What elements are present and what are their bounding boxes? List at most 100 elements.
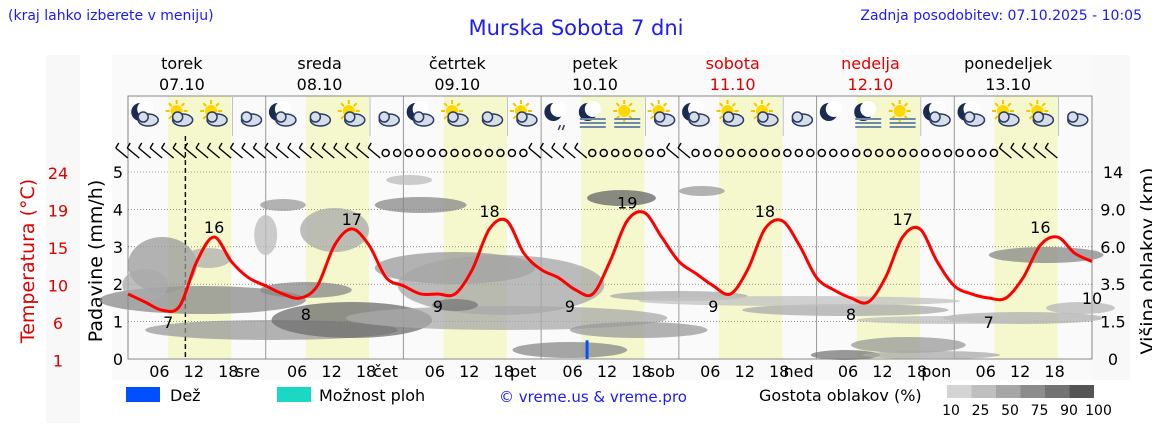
sun-ray [1028,115,1034,120]
cloud-puff [240,111,253,123]
wind-barb-icon [562,142,576,159]
legend: 10 25 50 75 90 100 [126,385,1112,419]
wind-row [115,142,1058,159]
sun-ray [731,102,736,107]
wind-calm-icon [633,148,643,158]
cloud-density-swatch [947,385,972,398]
x-tick-label: 18 [907,362,927,381]
wind-shaft [356,147,370,159]
wind-shaft [998,147,1012,159]
wind-calm-icon [725,148,735,158]
cloud-blob [374,197,467,213]
cloud-blob [432,299,479,311]
precipitation-bars [585,340,589,359]
sun-cloud-icon [441,100,469,127]
wind-barb [998,142,1004,149]
wind-calm-icon [966,148,976,158]
wind-barb-icon [1021,142,1035,159]
moon-cut [550,101,567,117]
wind-shaft [184,147,198,159]
wind-barb [333,142,338,149]
cloud-puff [929,111,941,123]
sun-cloud-icon [716,100,745,127]
cloud-puff [447,111,459,123]
sun-ray [353,102,358,107]
wind-calm-icon [886,148,895,158]
legend-rain-swatch [126,387,160,402]
x-tick-label: 06 [562,362,582,381]
sun-ray [168,115,173,120]
wind-calm-icon [599,148,608,158]
wind-calm-icon [829,148,838,158]
day-date: 13.10 [985,75,1031,94]
wind-barb [195,142,200,149]
moon-cloud-icon [957,101,986,127]
cloud-icon [481,111,504,127]
wind-barb-icon [298,142,312,159]
wind-shaft [115,147,129,159]
wind-calm-icon [978,148,987,158]
left-scale-strip [46,55,80,423]
sun-cloud-icon [200,100,228,127]
copyright-link[interactable]: © vreme.us & vreme.pro [499,388,687,406]
cloud-icon [378,111,400,127]
day-headers: torek 07.10 sreda 08.10 četrtek 09.10 petek 10.… [159,54,1053,94]
cloud-puff [516,111,528,123]
wind-calm-icon [932,148,941,158]
x-tick-label: 12 [735,362,755,381]
drizzle-drop [561,124,566,131]
wind-calm-icon [897,148,907,158]
temperature-label: 18 [479,202,499,221]
precip-tick-label: 4 [113,200,123,219]
cloud-density-swatch [996,385,1021,398]
wind-calm-icon [622,148,631,158]
cloud-blob [300,208,370,252]
wind-calm-icon [392,148,402,158]
x-tick-label: 06 [149,362,169,381]
wind-calm-icon [702,148,712,158]
wind-calm-icon [381,148,390,158]
cloud-density [99,175,1115,360]
sun-ray [202,115,207,120]
wind-barb-icon [218,142,232,159]
sun-cloud-icon [991,100,1020,127]
wind-barb-icon [275,142,289,159]
sun-ray [443,102,448,107]
moon-cut [584,101,601,117]
day-name: torek [161,54,203,73]
region-hint[interactable]: (kraj lahko izberete v meniju) [8,8,214,24]
wind-shaft [1033,147,1047,159]
moon-cloud-icon [131,101,159,127]
sun-ray [512,115,517,120]
wind-barb-icon [528,142,542,159]
moon-cloud-icon [406,101,435,127]
drizzle-drop [557,124,562,131]
wind-barb-icon [551,142,565,159]
wind-barb [241,142,246,149]
wind-barb-icon [161,142,175,159]
right-scale-strip [1092,55,1130,380]
x-tick-label: 12 [321,362,341,381]
sun-ray [525,102,530,107]
sun-cloud-icon [165,100,194,127]
cloud-height-tick-label: 1.5 [1100,313,1125,332]
sun-ray [753,115,758,120]
wind-calm-icon [748,148,758,158]
x-tick-label: 18 [356,362,376,381]
moon-drizzle-icon [544,101,567,131]
wind-barb [528,142,533,149]
temperature-label: 9 [708,297,718,316]
wind-barb-icon [367,142,381,159]
wind-shaft [298,147,312,159]
wind-barb [275,142,281,149]
temperature-label: 16 [1030,218,1050,237]
wind-calm-icon [415,148,425,158]
cloud-puff [481,111,494,123]
temperature-label: 19 [617,194,637,213]
daylight-band [168,96,232,359]
sun-ray [615,102,620,107]
wind-shaft [218,147,232,159]
wind-calm-icon [484,148,494,158]
wind-barb [1044,142,1049,149]
temp-tick-label: 19 [48,202,68,221]
